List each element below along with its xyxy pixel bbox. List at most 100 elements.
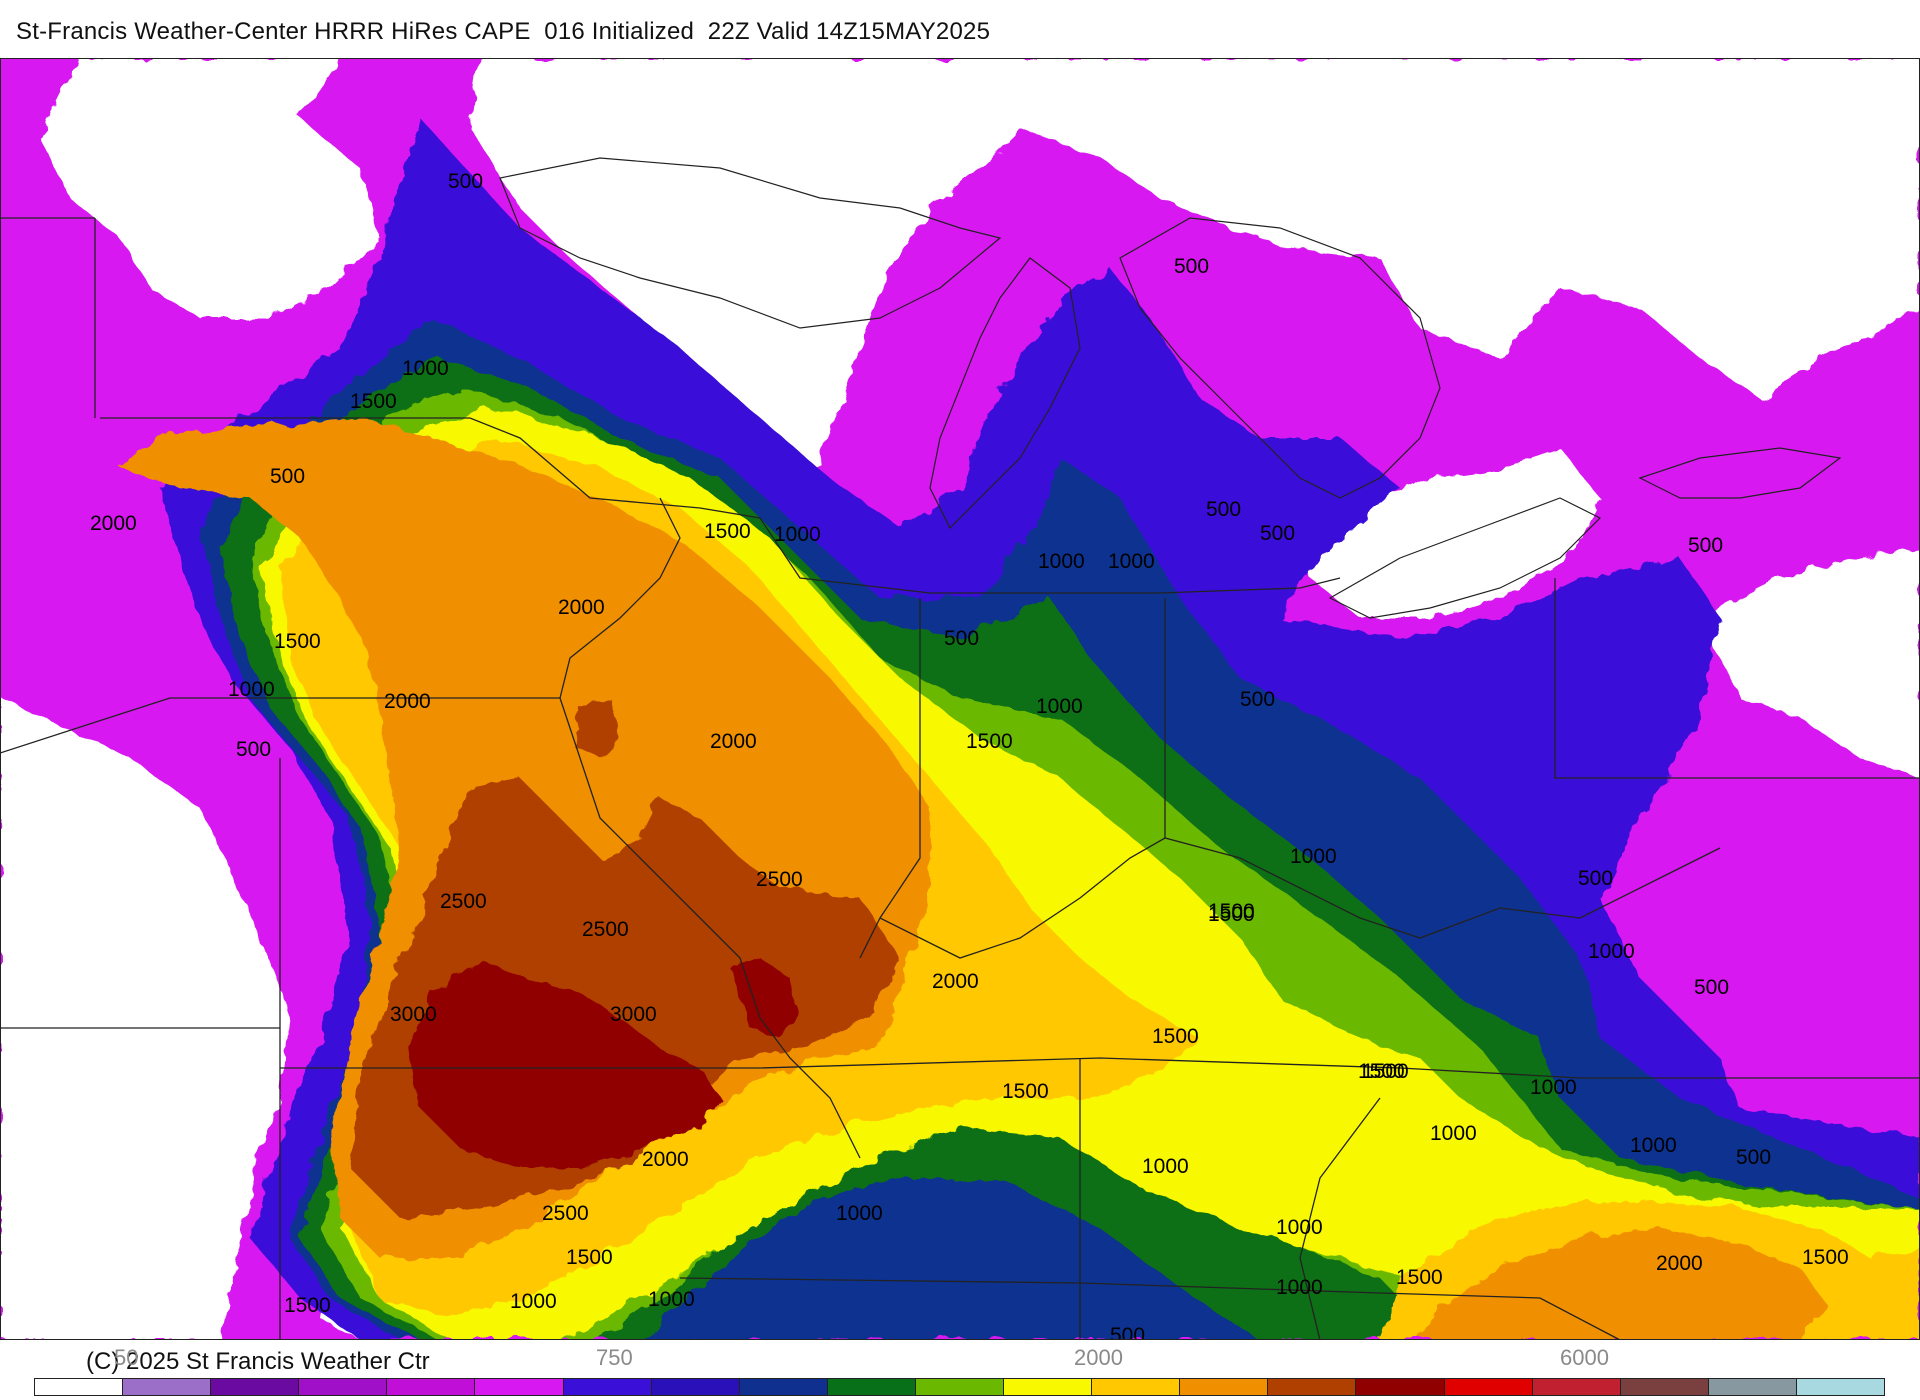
contour-label: 1000 bbox=[836, 1202, 883, 1225]
lake-erie-shore bbox=[1328, 497, 1602, 619]
contour-label: 2000 bbox=[1460, 1336, 1507, 1340]
contour-label: 2000 bbox=[932, 970, 979, 993]
map-title: St-Francis Weather-Center HRRR HiRes CAP… bbox=[16, 18, 991, 45]
contour-label: 1000 bbox=[1276, 1276, 1323, 1299]
contour-label: 500 bbox=[270, 465, 305, 488]
colorbar-segment bbox=[1004, 1379, 1093, 1395]
lake-michigan-shore bbox=[929, 257, 1081, 530]
contour-label: 500 bbox=[1578, 867, 1613, 890]
cape-bands bbox=[120, 118, 1920, 1340]
colorbar-segment bbox=[1268, 1379, 1357, 1395]
colorbar-segment bbox=[475, 1379, 564, 1395]
contour-label: 2000 bbox=[90, 512, 137, 535]
colorbar-segment bbox=[123, 1379, 212, 1395]
border-northern bbox=[100, 417, 1341, 594]
no-data-area-west-mountains bbox=[0, 698, 290, 1340]
contour-label: 1000 bbox=[774, 523, 821, 546]
political-boundaries bbox=[0, 217, 1920, 1340]
colorbar-tick-label: 2000 bbox=[1074, 1345, 1123, 1370]
colorbar-segment bbox=[651, 1379, 740, 1395]
contour-label: 1000 bbox=[510, 1290, 557, 1313]
contour-label: 2000 bbox=[1656, 1252, 1703, 1275]
contour-label: 1500 bbox=[1208, 903, 1255, 926]
no-data-area-northeast bbox=[1700, 548, 1920, 778]
colorbar-segment bbox=[387, 1379, 476, 1395]
contour-label: 1500 bbox=[1208, 900, 1255, 923]
border-river bbox=[559, 697, 861, 1159]
colorbar-segment bbox=[1180, 1379, 1269, 1395]
colorbar-segment bbox=[915, 1379, 1005, 1395]
contour-label: 1000 bbox=[648, 1288, 695, 1311]
border-south-2 bbox=[679, 1277, 1621, 1340]
contour-label: 500 bbox=[448, 170, 483, 193]
colorbar-segment bbox=[1444, 1379, 1533, 1395]
contour-label: 1500 bbox=[1152, 1025, 1199, 1048]
contour-labels: 500 1000 1500 500 2000 1500 1000 1500 10… bbox=[90, 170, 1849, 1340]
border-vertical-2 bbox=[859, 598, 921, 959]
contour-label: 1500 bbox=[1358, 1060, 1405, 1083]
contour-label: 500 bbox=[1688, 534, 1723, 557]
colorbar-segment bbox=[1092, 1379, 1181, 1395]
colorbar-segment bbox=[739, 1379, 828, 1395]
colorbar-segment bbox=[1708, 1379, 1797, 1395]
contour-label: 1500 bbox=[966, 730, 1013, 753]
contour-label: 1500 bbox=[1002, 1080, 1049, 1103]
contour-label: 3000 bbox=[610, 1003, 657, 1026]
contour-label: 1500 bbox=[1802, 1246, 1849, 1269]
contour-label: 1000 bbox=[228, 678, 275, 701]
contour-label: 1000 bbox=[1142, 1155, 1189, 1178]
cape-2000-area-southeast bbox=[1420, 1228, 1830, 1340]
border-mid-1 bbox=[170, 497, 681, 699]
border-east-river bbox=[879, 837, 1721, 959]
contour-label: 2500 bbox=[582, 918, 629, 941]
contour-label: 1500 bbox=[566, 1246, 613, 1269]
copyright-text: (C) 2025 St Francis Weather Ctr bbox=[86, 1348, 430, 1375]
colorbar-segment bbox=[35, 1379, 124, 1395]
border-south-1 bbox=[280, 1057, 1920, 1079]
contour-label: 2000 bbox=[642, 1148, 689, 1171]
contour-label: 1000 bbox=[1290, 845, 1337, 868]
contour-label: 500 bbox=[1260, 522, 1295, 545]
border-south-4 bbox=[1299, 1097, 1381, 1340]
contour-label: 1500 bbox=[704, 520, 751, 543]
contour-label: 1500 bbox=[1362, 1060, 1409, 1083]
colorbar-segment bbox=[563, 1379, 652, 1395]
contour-label: 2000 bbox=[558, 596, 605, 619]
contour-label: 500 bbox=[1240, 688, 1275, 711]
colorbar-segment bbox=[211, 1379, 300, 1395]
contour-label: 3000 bbox=[390, 1003, 437, 1026]
contour-label: 500 bbox=[1174, 255, 1209, 278]
contour-label: 2500 bbox=[440, 890, 487, 913]
lake-superior-shore bbox=[499, 157, 1002, 329]
contour-label: 1000 bbox=[1038, 550, 1085, 573]
contour-label: 2000 bbox=[384, 690, 431, 713]
contour-label: 1500 bbox=[284, 1294, 331, 1317]
contour-label: 500 bbox=[1110, 1324, 1145, 1340]
contour-label: 1000 bbox=[1430, 1122, 1477, 1145]
cape-3000-area-east bbox=[730, 958, 800, 1038]
lake-huron-shore bbox=[1119, 217, 1441, 499]
contour-label: 1000 bbox=[1630, 1134, 1677, 1157]
lake-ontario-shore bbox=[1638, 447, 1842, 499]
cape-2500-area-north bbox=[575, 698, 620, 758]
contour-label: 1000 bbox=[1108, 550, 1155, 573]
colorbar-segment bbox=[1796, 1379, 1884, 1395]
colorbar-tick-label: 50 bbox=[114, 1345, 139, 1370]
lake-shorelines bbox=[499, 157, 1842, 619]
colorbar-segment bbox=[1532, 1379, 1621, 1395]
contour-label: 1500 bbox=[274, 630, 321, 653]
contour-label: 2500 bbox=[756, 868, 803, 891]
contour-label: 2000 bbox=[710, 730, 757, 753]
contour-label: 500 bbox=[1694, 976, 1729, 999]
colorbar-segment bbox=[1356, 1379, 1445, 1395]
contour-label: 1500 bbox=[350, 390, 397, 413]
colorbar bbox=[34, 1378, 1885, 1396]
contour-label: 1000 bbox=[1588, 940, 1635, 963]
contour-label: 500 bbox=[1206, 498, 1241, 521]
border-mid-2 bbox=[0, 697, 171, 754]
contour-label: 1000 bbox=[1530, 1076, 1577, 1099]
contour-label: 500 bbox=[944, 627, 979, 650]
no-data-area-upper-great-lakes bbox=[470, 58, 1920, 508]
colorbar-segment bbox=[1620, 1379, 1709, 1395]
contour-label: 500 bbox=[236, 738, 271, 761]
